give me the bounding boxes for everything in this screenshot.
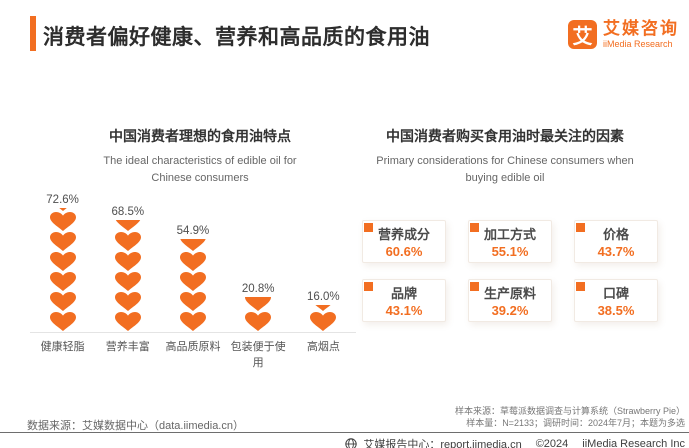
right-chart-header: 中国消费者购买食用油时最关注的因素 Primary considerations…: [360, 126, 650, 187]
page-title: 消费者偏好健康、营养和高品质的食用油: [43, 26, 430, 49]
category-label: 营养丰富: [105, 341, 150, 353]
heart-columns: 72.6% 68.5% 54.9% 20.8% 16.0%: [30, 194, 356, 331]
left-chart-subtitle: The ideal characteristics of edible oil …: [35, 153, 365, 187]
sample-info-line: 样本量：N=2133；调研时间：2024年7月；本题为多选: [466, 418, 685, 428]
heart-icon: [114, 231, 141, 251]
heart-icon: [310, 311, 337, 331]
partial-heart-icon: [245, 297, 272, 311]
left-chart-title: 中国消费者理想的食用油特点: [109, 128, 291, 144]
factor-value: 38.5%: [597, 303, 635, 318]
category-label: 高品质原料: [165, 341, 221, 353]
heart-icon: [179, 271, 206, 291]
factor-cards-grid: 营养成分 60.6% 加工方式 55.1% 价格 43.7% 品牌 43.1% 生产原料 39.2…: [362, 220, 658, 322]
partial-heart-icon: [115, 220, 141, 231]
right-chart-subtitle-line2: buying edible oil: [465, 172, 545, 185]
heart-icon: [114, 311, 141, 331]
factor-value: 39.2%: [491, 303, 529, 318]
right-chart-subtitle-line1: Primary considerations for Chinese consu…: [376, 155, 634, 167]
left-chart-header: 中国消费者理想的食用油特点 The ideal characteristics …: [35, 126, 365, 187]
sample-note: 样本来源：草莓派数据调查与计算系统（Strawberry Pie） 样本量：N=…: [455, 405, 685, 429]
factor-card: 加工方式 55.1%: [468, 220, 552, 263]
bar-value-label: 72.6%: [46, 194, 79, 206]
iimedia-logo: 艾 艾媒咨询 iiMedia Research: [568, 20, 679, 49]
heart-icon: [49, 251, 76, 271]
factor-card: 价格 43.7%: [574, 220, 658, 263]
heart-icon: [49, 271, 76, 291]
logo-text: 艾媒咨询 iiMedia Research: [603, 20, 679, 49]
heart-column: 16.0%: [291, 291, 356, 331]
heart-icon: [179, 251, 206, 271]
factor-card: 生产原料 39.2%: [468, 279, 552, 322]
heart-icon: [114, 291, 141, 311]
left-chart-subtitle-line1: The ideal characteristics of edible oil …: [103, 155, 297, 167]
footer-divider: [0, 432, 689, 433]
data-source-note: 数据来源：艾媒数据中心（data.iimedia.cn）: [27, 420, 244, 432]
heart-column: 54.9%: [160, 225, 225, 331]
factor-value: 55.1%: [491, 244, 529, 259]
heart-pictograph-chart: 72.6% 68.5% 54.9% 20.8% 16.0% 健康轻脂 营养丰富 高品质原料包…: [30, 194, 356, 370]
corner-square-icon: [364, 282, 373, 291]
copyright-text: ©2024: [535, 438, 569, 448]
right-chart-title: 中国消费者购买食用油时最关注的因素: [386, 128, 624, 144]
logo-name-cn: 艾媒咨询: [603, 19, 679, 39]
corner-square-icon: [470, 282, 479, 291]
x-axis-line: [30, 332, 356, 333]
factor-value: 43.7%: [597, 244, 635, 259]
heart-icon: [49, 211, 76, 231]
bar-value-label: 68.5%: [111, 206, 145, 218]
heart-icon: [49, 291, 76, 311]
heart-column: 72.6%: [30, 194, 95, 331]
corner-square-icon: [576, 223, 585, 232]
factor-label: 营养成分: [377, 227, 430, 242]
heart-icon: [49, 231, 76, 251]
report-center-text: 艾媒报告中心：report.iimedia.cn: [363, 439, 522, 448]
heart-icon: [179, 311, 206, 331]
partial-heart-icon: [180, 239, 206, 251]
bar-value-label: 54.9%: [176, 225, 210, 237]
heart-icon: [49, 311, 76, 331]
logo-mark-icon: 艾: [568, 20, 597, 49]
factor-label: 口碑: [602, 286, 629, 301]
logo-name-en: iiMedia Research: [603, 38, 673, 49]
heart-column: 68.5%: [95, 206, 160, 331]
heart-column: 20.8%: [226, 283, 291, 331]
partial-heart-icon: [310, 305, 336, 311]
factor-label: 价格: [602, 227, 629, 242]
factor-label: 加工方式: [483, 227, 536, 242]
category-label: 高烟点: [306, 341, 340, 353]
factor-label: 品牌: [390, 286, 417, 301]
globe-icon: [345, 438, 358, 448]
sample-source-line: 样本来源：草莓派数据调查与计算系统（Strawberry Pie）: [454, 406, 685, 416]
corner-square-icon: [364, 223, 373, 232]
left-chart-subtitle-line2: Chinese consumers: [151, 172, 249, 185]
category-label: 健康轻脂: [40, 341, 85, 353]
factor-label: 生产原料: [483, 286, 536, 301]
footer-bar: 艾媒报告中心：report.iimedia.cn ©2024 iiMedia R…: [345, 436, 685, 448]
category-label: 包装便于使用: [230, 341, 286, 369]
right-chart-subtitle: Primary considerations for Chinese consu…: [360, 153, 650, 187]
title-accent-bar: [30, 16, 36, 51]
heart-icon: [114, 271, 141, 291]
factor-card: 营养成分 60.6%: [362, 220, 446, 263]
factor-value: 60.6%: [385, 244, 423, 259]
factor-value: 43.1%: [385, 303, 423, 318]
company-text: iiMedia Research Inc: [582, 438, 685, 448]
corner-square-icon: [470, 223, 479, 232]
factor-card: 口碑 38.5%: [574, 279, 658, 322]
partial-heart-icon: [50, 208, 76, 211]
category-labels: 健康轻脂 营养丰富 高品质原料 包装便于使用 高烟点: [30, 338, 356, 370]
heart-icon: [114, 251, 141, 271]
heart-icon: [245, 311, 272, 331]
bar-value-label: 20.8%: [241, 283, 275, 295]
corner-square-icon: [576, 282, 585, 291]
heart-icon: [179, 291, 206, 311]
factor-card: 品牌 43.1%: [362, 279, 446, 322]
bar-value-label: 16.0%: [307, 291, 340, 303]
